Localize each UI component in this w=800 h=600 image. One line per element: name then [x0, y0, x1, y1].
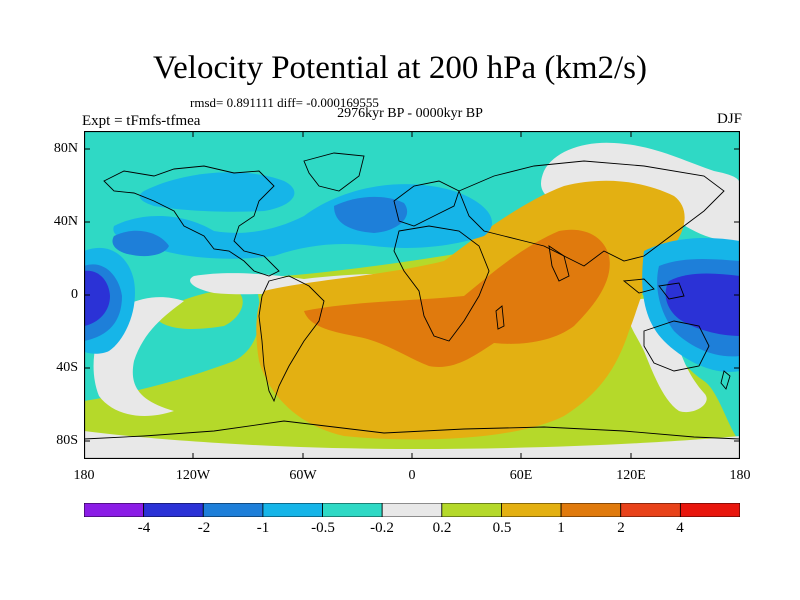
- field-dark-orange: [304, 229, 610, 367]
- colorbar-box: [679, 503, 740, 517]
- field-yellowgreen-west: [154, 289, 243, 329]
- colorbar-box: [560, 503, 622, 517]
- lon-label-0: 0: [408, 468, 416, 483]
- colorbar-box: [322, 503, 383, 517]
- colorbar-label-8: 1: [557, 520, 565, 536]
- colorbar-label-5: -0.2: [370, 520, 394, 536]
- lat-label-80s: 80S: [56, 433, 78, 448]
- lon-label-60w: 60W: [289, 468, 317, 483]
- lon-label-120w: 120W: [175, 468, 211, 483]
- colorbar-label-9: 2: [617, 520, 625, 536]
- colorbar-box: [501, 503, 562, 517]
- colorbar-box: [84, 503, 145, 517]
- colorbar-box: [202, 503, 264, 517]
- field-grey-south: [84, 431, 740, 459]
- field-midblue-northwest: [112, 230, 169, 257]
- lon-label-180w: 180: [73, 468, 95, 483]
- colorbar-label-1: -4: [137, 520, 151, 536]
- colorbar-label-6: 0.2: [432, 520, 452, 536]
- lat-label-0: 0: [71, 287, 78, 302]
- colorbar-box: [262, 503, 323, 517]
- period-label: 2976kyr BP - 0000kyr BP: [337, 106, 483, 121]
- field-lightblue-northcentral: [139, 172, 295, 212]
- colorbar-box: [620, 503, 681, 517]
- colorbar-box: [143, 503, 204, 517]
- field-darkblue-west: [84, 270, 110, 326]
- lon-label-60e: 60E: [509, 468, 533, 483]
- field-grey-east: [627, 298, 707, 413]
- colorbar-label-10: 4: [676, 520, 684, 536]
- map-title: Velocity Potential at 200 hPa (km2/s): [152, 50, 648, 86]
- colorbar-box: [381, 503, 443, 517]
- lat-label-40s: 40S: [56, 360, 78, 375]
- colorbar-label-4: -0.5: [311, 520, 335, 536]
- velocity-potential-map: [84, 131, 740, 459]
- season-label: DJF: [716, 111, 742, 127]
- stats-readout: rmsd= 0.891111 diff= -0.000169555: [190, 95, 379, 110]
- lon-label-120e: 120E: [616, 468, 646, 483]
- colorbar-label-2: -2: [197, 520, 211, 536]
- experiment-label: Expt = tFmfs-tfmea: [82, 113, 201, 129]
- field-darkblue-east: [665, 273, 740, 336]
- field-midblue-north: [334, 196, 408, 233]
- colorbar-label-7: 0.5: [492, 520, 512, 536]
- lat-label-80n: 80N: [53, 141, 78, 156]
- lon-label-180e: 180: [729, 468, 751, 483]
- colorbar: [84, 503, 740, 517]
- map-ticks: [84, 131, 740, 459]
- colorbar-box: [441, 503, 502, 517]
- colorbar-label-3: -1: [256, 520, 270, 536]
- lat-label-40n: 40N: [53, 214, 78, 229]
- coastlines: [84, 152, 740, 440]
